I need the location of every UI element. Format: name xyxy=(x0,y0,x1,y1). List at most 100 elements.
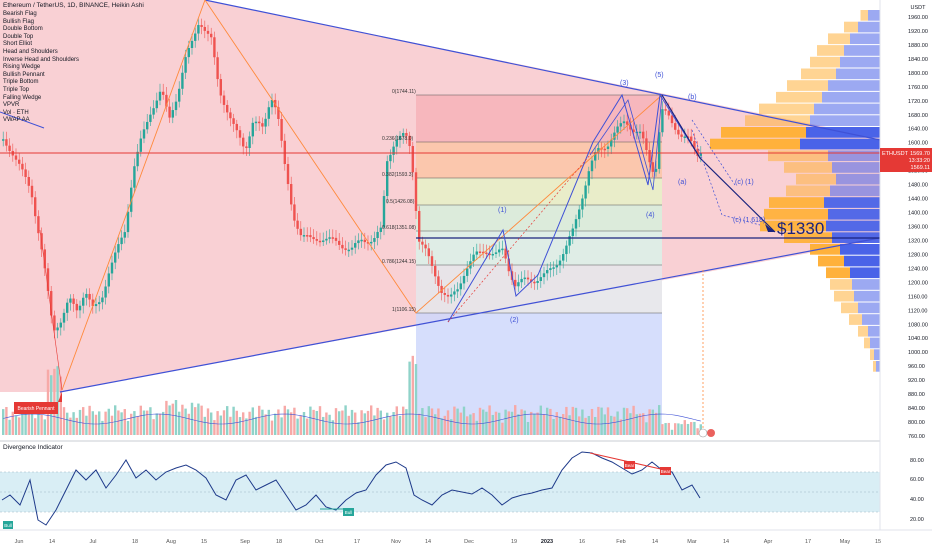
current-low: 1569.11 xyxy=(911,165,930,171)
svg-text:Bull: Bull xyxy=(4,523,12,528)
price-label: 1040.00 xyxy=(908,336,928,342)
time-label: 14 xyxy=(723,539,729,545)
legend-item-8[interactable]: Bullish Pennant xyxy=(3,71,45,78)
price-label: 1960.00 xyxy=(908,15,928,21)
price-label: 760.00 xyxy=(908,434,925,440)
time-label: Jul xyxy=(89,539,96,545)
osc-label: 40.00 xyxy=(910,497,924,503)
fib-236: 0.236(1678.0) xyxy=(382,136,413,142)
time-label: Feb xyxy=(616,539,625,545)
legend-item-10[interactable]: Triple Top xyxy=(3,87,30,93)
legend-item-5[interactable]: Head and Shoulders xyxy=(3,49,58,55)
time-label: 14 xyxy=(652,539,658,545)
price-label: 1160.00 xyxy=(908,294,927,300)
time-label: 17 xyxy=(354,539,360,545)
left-red-line xyxy=(39,229,63,391)
wave-a: (a) xyxy=(678,179,687,186)
wave-dotted-red xyxy=(447,154,591,323)
legend-item-6[interactable]: Inverse Head and Shoulders xyxy=(3,56,80,63)
wave-5: (5) xyxy=(655,72,664,79)
legend-item-7[interactable]: Rising Wedge xyxy=(3,64,41,71)
legend-item-14[interactable]: VWAP AA xyxy=(3,117,30,124)
time-label: 16 xyxy=(579,539,585,545)
time-label: Sep xyxy=(240,539,250,545)
price-label: 1440.00 xyxy=(908,197,928,203)
wave-4: (4) xyxy=(646,212,655,219)
price-label: 1280.00 xyxy=(908,252,928,258)
price-label: 1800.00 xyxy=(908,71,928,77)
osc-label: 80.00 xyxy=(910,458,924,464)
fib-box-4 xyxy=(416,231,662,265)
price-label: 1000.00 xyxy=(908,350,928,356)
price-axis[interactable] xyxy=(880,0,932,550)
legend-item-0[interactable]: Bearish Flag xyxy=(3,11,37,17)
event-icon[interactable] xyxy=(698,428,708,438)
time-label: Nov xyxy=(391,539,401,545)
legend-item-4[interactable]: Short Elliot xyxy=(3,41,33,48)
target-arrow xyxy=(765,224,775,232)
time-label: 19 xyxy=(511,539,517,545)
price-label: 840.00 xyxy=(908,406,925,412)
pennant-upper-line xyxy=(204,0,891,143)
flag-icon[interactable] xyxy=(707,429,715,437)
bearish-pennant-text: Bearish Pennant xyxy=(18,406,56,412)
chart-title: Ethereum / TetherUS, 1D, BINANCE, Heikin… xyxy=(3,2,144,9)
time-label: Aug xyxy=(166,539,176,545)
svg-text:Bear: Bear xyxy=(625,463,635,468)
fib-lines xyxy=(416,94,662,314)
legend-item-1[interactable]: Bullish Flag xyxy=(3,18,35,25)
wave-1: (1) xyxy=(498,207,507,214)
price-label: 1920.00 xyxy=(908,29,928,35)
time-label: 17 xyxy=(805,539,811,545)
time-label: Dec xyxy=(464,539,474,545)
elliott-wave-line-2 xyxy=(589,94,663,191)
legend-item-3[interactable]: Double Top xyxy=(3,33,34,40)
divergence-oscillator-line xyxy=(1,451,701,526)
wave-c1: (c) (1) xyxy=(735,179,754,186)
bull-badge-left xyxy=(3,521,13,529)
price-label: 1080.00 xyxy=(908,322,928,328)
time-label: Apr xyxy=(764,539,773,545)
wave-b: (b) xyxy=(688,94,697,101)
wave-c1618: (c) (1.618) xyxy=(733,217,765,224)
time-axis-labels: Jun 14 Jul 18 Aug 15 Sep 18 Oct 17 Nov 14 Dec 19 2023 1… xyxy=(15,539,882,545)
legend-item-13[interactable]: Vol · ETH xyxy=(3,109,29,116)
bear-badge-1 xyxy=(624,461,635,469)
price-label: 1400.00 xyxy=(908,211,928,217)
time-label: 15 xyxy=(875,539,881,545)
wave-3: (3) xyxy=(620,80,629,87)
pennant-lower-line xyxy=(59,235,891,393)
time-label: Jun xyxy=(15,539,24,545)
legend-item-9[interactable]: Triple Bottom xyxy=(3,79,39,86)
legend-item-12[interactable]: VPVR xyxy=(3,102,20,109)
current-symbol: ETHUSDT xyxy=(882,151,909,157)
price-label: 960.00 xyxy=(908,364,925,370)
target-label: $1330 xyxy=(777,219,824,238)
oscillator-title: Divergence Indicator xyxy=(3,444,63,451)
price-unit: USDT xyxy=(911,5,927,11)
time-label: 15 xyxy=(201,539,207,545)
price-label: 1320.00 xyxy=(908,238,928,244)
projection-dotted-2 xyxy=(691,119,736,186)
wave-2: (2) xyxy=(510,317,519,324)
legend-item-2[interactable]: Double Bottom xyxy=(3,26,43,33)
price-label: 880.00 xyxy=(908,392,925,398)
price-label: 1840.00 xyxy=(908,57,928,63)
time-label: 2023 xyxy=(541,539,553,545)
fib-0: 0(1744.11) xyxy=(392,89,416,95)
price-label: 1760.00 xyxy=(908,85,928,91)
price-label: 800.00 xyxy=(908,420,925,426)
current-price: 1569.70 xyxy=(910,151,930,157)
price-label: 1680.00 xyxy=(908,113,928,119)
legend-item-11[interactable]: Falling Wedge xyxy=(3,94,42,101)
time-label: 18 xyxy=(132,539,138,545)
time-label: May xyxy=(840,539,851,545)
left-trend-line xyxy=(0,111,45,129)
bull-badge xyxy=(343,508,354,516)
price-label: 1480.00 xyxy=(908,183,928,189)
fib-box-1 xyxy=(416,142,662,178)
volume-bars xyxy=(2,355,702,435)
price-label: 920.00 xyxy=(908,378,925,384)
fib-box-2 xyxy=(416,178,662,205)
